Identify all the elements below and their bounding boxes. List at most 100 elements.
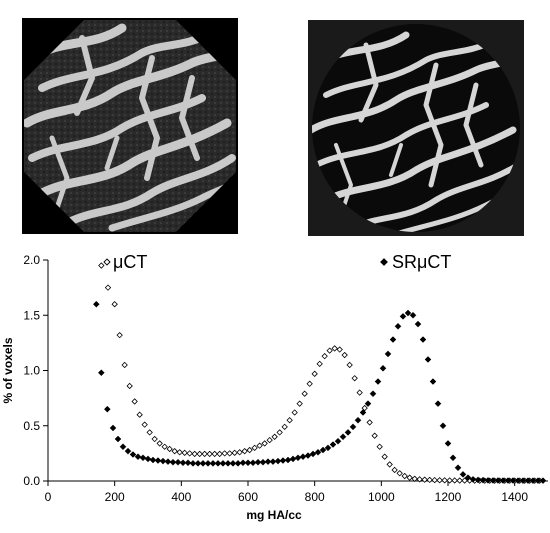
uct-point: [226, 450, 233, 457]
sruct-point: [204, 459, 212, 467]
sruct-point: [394, 322, 402, 330]
uct-point: [301, 390, 308, 397]
uct-point: [161, 443, 168, 450]
sruct-point: [114, 435, 122, 443]
uct-point: [421, 476, 428, 483]
uct-point: [236, 449, 243, 456]
uct-scan-graphic: [22, 18, 238, 234]
sruct-point: [339, 433, 347, 441]
sruct-point: [294, 454, 302, 462]
uct-point: [276, 429, 283, 436]
sruct-point: [534, 477, 542, 485]
uct-point: [336, 346, 343, 353]
sruct-point: [459, 471, 467, 478]
uct-point: [326, 347, 333, 354]
uct-point: [141, 421, 148, 428]
uct-point: [196, 450, 203, 458]
uct-point: [156, 440, 163, 447]
uct-point: [396, 470, 403, 477]
sruct-point: [514, 477, 522, 485]
sruct-point: [384, 350, 392, 358]
series-sruct: [92, 300, 547, 485]
sruct-point: [164, 458, 172, 466]
uct-point: [104, 284, 112, 291]
uct-point: [286, 417, 293, 424]
sruct-point: [124, 447, 132, 455]
sruct-point: [469, 475, 477, 483]
sruct-point: [234, 459, 242, 467]
uct-point: [366, 419, 373, 426]
uct-point: [311, 370, 318, 377]
y-tick-label: 0.0: [23, 474, 40, 488]
x-tick-label: 200: [105, 490, 125, 504]
x-tick-label: 0: [45, 490, 52, 504]
uct-point: [456, 477, 463, 484]
legend-sruct-label: SRμCT: [392, 252, 451, 272]
uct-point: [151, 435, 158, 443]
sruct-point: [289, 455, 297, 463]
uct-point: [206, 450, 213, 458]
sruct-point: [259, 458, 267, 466]
uct-point: [171, 447, 178, 455]
sruct-point: [444, 440, 452, 447]
sruct-point: [354, 416, 362, 424]
uct-point: [121, 361, 128, 369]
sruct-point: [109, 424, 117, 432]
uct-scan-image: [22, 18, 238, 234]
sruct-point: [304, 452, 312, 459]
uct-point: [261, 440, 268, 447]
sruct-point: [314, 448, 322, 456]
legend-sruct-marker: [380, 258, 388, 266]
uct-point: [291, 409, 298, 416]
uct-point: [131, 398, 138, 405]
histogram-chart: 0 200 400 600 800 1000 1200 1400 0.0 0.5 1.0 1.5 2.0…: [1, 252, 548, 522]
sruct-point: [219, 459, 227, 467]
sruct-point: [279, 457, 287, 464]
sruct-point: [134, 453, 142, 461]
sruct-point: [389, 336, 397, 343]
uct-point: [271, 433, 278, 440]
uct-point: [221, 450, 228, 457]
x-axis-title: mg HA/cc: [246, 508, 302, 522]
y-tick-label: 1.5: [23, 308, 40, 322]
y-tick-label: 0.5: [23, 419, 40, 433]
legend-uct-label: μCT: [113, 252, 147, 272]
uct-point: [386, 461, 393, 468]
uct-point: [346, 361, 353, 369]
sruct-point: [429, 378, 437, 385]
legend-markers: [103, 258, 388, 266]
sruct-point: [144, 455, 152, 463]
sruct-point: [179, 459, 187, 467]
sruct-point: [484, 476, 492, 484]
uct-point: [166, 445, 173, 453]
sruct-point: [254, 458, 262, 466]
uct-point: [191, 450, 198, 458]
sruct-point: [404, 309, 412, 317]
x-tick-label: 600: [238, 490, 258, 504]
uct-point: [116, 331, 123, 339]
sruct-point: [524, 477, 532, 485]
sruct-point: [359, 409, 367, 416]
uct-point: [231, 449, 238, 456]
y-tick-label: 2.0: [23, 253, 40, 267]
sruct-point: [309, 450, 317, 458]
uct-point: [256, 442, 263, 449]
uct-point: [341, 351, 348, 359]
sruct-point: [139, 454, 147, 462]
sruct-point: [539, 477, 547, 485]
sruct-point: [184, 459, 192, 467]
sruct-point: [129, 451, 137, 458]
sruct-point: [329, 441, 337, 448]
x-tick-label: 1000: [368, 490, 395, 504]
sruct-point: [414, 320, 422, 328]
sruct-point: [189, 459, 197, 467]
uct-point: [266, 436, 273, 444]
sruct-point: [224, 459, 232, 467]
uct-point: [321, 352, 328, 360]
sruct-point: [489, 477, 497, 484]
sruct-point: [169, 458, 177, 466]
uct-point: [176, 449, 183, 456]
sruct-point: [499, 477, 507, 484]
sruct-point: [229, 459, 237, 467]
uct-point: [356, 389, 363, 396]
